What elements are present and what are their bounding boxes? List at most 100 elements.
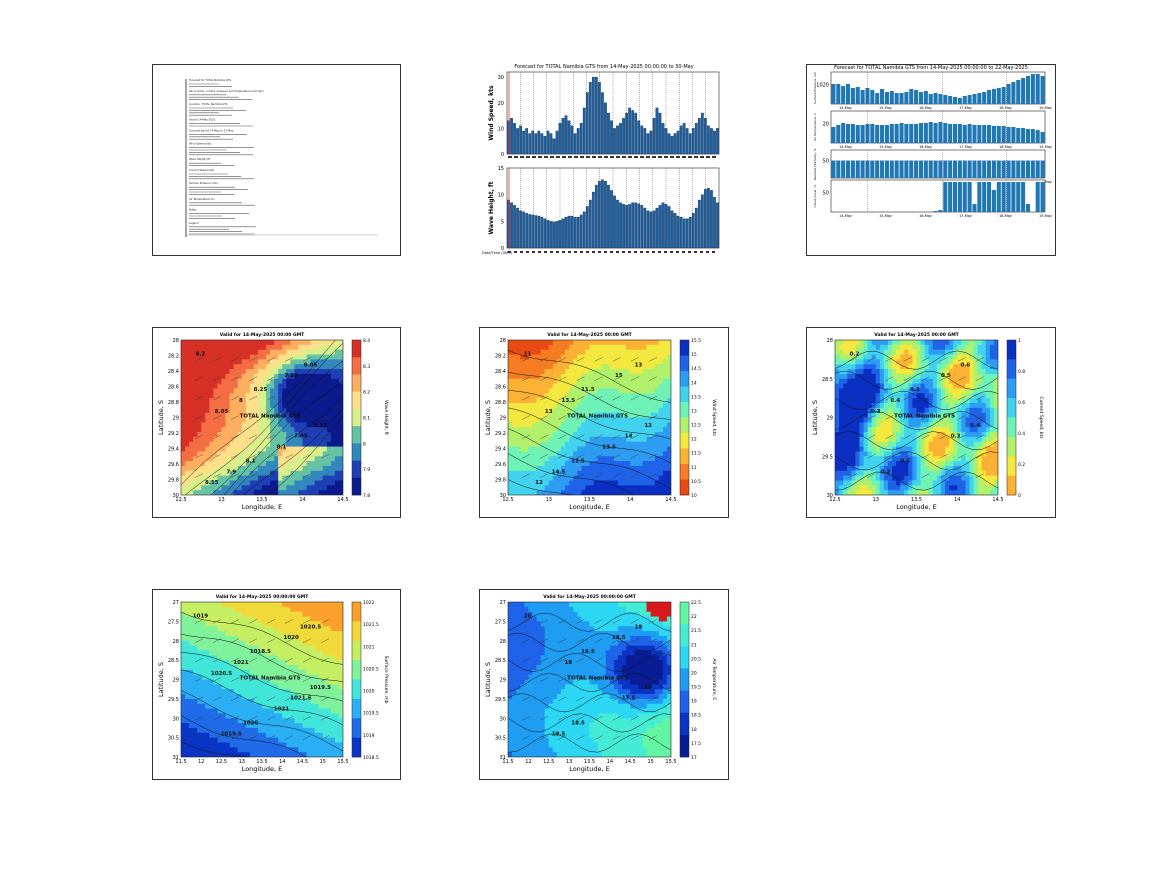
map-cell [274, 417, 279, 423]
map-cell [201, 645, 206, 651]
map-cell [658, 378, 664, 385]
colorbar-tick: 0 [1018, 493, 1021, 499]
map-cell [189, 407, 194, 414]
map-cell [863, 470, 869, 477]
map-cell [928, 407, 934, 414]
map-cell [185, 752, 190, 757]
map-cell [552, 383, 558, 389]
map-cell [843, 441, 848, 448]
map-cell [666, 490, 671, 495]
map-cell [618, 490, 623, 495]
doc-line: Location: TOTAL Namibia GTS [189, 102, 228, 106]
map-cell [993, 417, 998, 423]
map-cell [654, 388, 660, 394]
map-cell [294, 422, 299, 428]
map-cell [528, 441, 533, 448]
map-contour-label: 0.6 [961, 362, 971, 368]
map-cell [855, 465, 860, 472]
map-cell [294, 398, 299, 404]
map-cell [569, 446, 574, 452]
map-cell [282, 412, 287, 418]
map-cell [585, 349, 590, 356]
map-cell [189, 698, 194, 705]
map-cell [904, 475, 909, 481]
map-cell [863, 344, 869, 351]
map-cell [650, 398, 656, 404]
map-cell [217, 378, 222, 385]
wind-bar [564, 115, 568, 155]
map-cell [605, 364, 611, 370]
map-cell [589, 369, 595, 375]
multi-bar [962, 96, 967, 104]
map-cell [863, 364, 869, 370]
map-cell [241, 412, 247, 418]
map-cell [867, 359, 873, 365]
map-cell [977, 436, 983, 443]
map-cell [253, 407, 259, 414]
map-cell [197, 689, 202, 695]
map-cell [556, 412, 562, 418]
doc-line: Wind, wave, current, pressure and temper… [189, 89, 264, 93]
map-cell [185, 631, 190, 637]
colorbar-tick: 14 [691, 380, 697, 386]
map-vector-arrow [975, 415, 984, 420]
map-cell [920, 378, 926, 385]
map-cell [253, 441, 259, 448]
wind-bar [549, 133, 553, 155]
map-cell [843, 364, 848, 370]
multi-bar [972, 160, 977, 178]
map-cell [924, 359, 930, 365]
map-cell [961, 359, 966, 365]
map-cell [940, 373, 946, 380]
map-cell [973, 456, 979, 462]
map-cell [229, 485, 235, 491]
map-cell [989, 475, 995, 481]
map-cell [957, 490, 962, 495]
map-cell [290, 446, 295, 452]
map-ytick: 28.8 [495, 400, 506, 406]
map-cell [646, 490, 652, 495]
map-cell [310, 412, 316, 418]
wind-wave-title: Forecast for TOTAL Namibia GTS from 14-M… [514, 64, 693, 70]
multi-bar [1011, 160, 1016, 178]
map-cell [262, 354, 267, 360]
map-cell [609, 451, 615, 457]
map-cell [662, 407, 668, 414]
map-cell [193, 490, 198, 495]
map-vector-arrow [975, 434, 984, 440]
map-cell [855, 456, 860, 462]
map-cell [622, 427, 627, 433]
map-cell [969, 407, 975, 414]
map-ytick: 29.4 [495, 447, 506, 453]
map-cell [662, 441, 668, 448]
map-cell [225, 470, 231, 477]
map-cell [181, 417, 186, 423]
map-cell [516, 427, 521, 433]
map-cell [294, 470, 299, 477]
map-cell [213, 344, 218, 351]
map-cell [855, 480, 860, 486]
map-cell [213, 388, 218, 394]
map-cell [622, 480, 627, 486]
map-cell [953, 349, 958, 356]
map-vector-arrow [867, 395, 876, 401]
map-cell [573, 349, 578, 356]
map-cell [197, 718, 202, 724]
multi-bar [845, 160, 851, 178]
multi-bar [850, 88, 855, 104]
map-cell [969, 441, 975, 448]
map-cell [209, 747, 214, 753]
map-cell [993, 465, 998, 472]
map-cell [274, 349, 279, 356]
map-cell [241, 432, 247, 438]
map-cell [900, 436, 905, 443]
wind-bar [588, 82, 592, 155]
multi-bar [1001, 160, 1006, 178]
map-cell [932, 475, 938, 481]
multi-bar [1030, 129, 1035, 143]
map-cell [229, 432, 235, 438]
map-cell [257, 340, 263, 346]
map-cell [589, 349, 595, 356]
map-contour-label: 13 [635, 362, 643, 368]
map-cell [532, 402, 538, 409]
